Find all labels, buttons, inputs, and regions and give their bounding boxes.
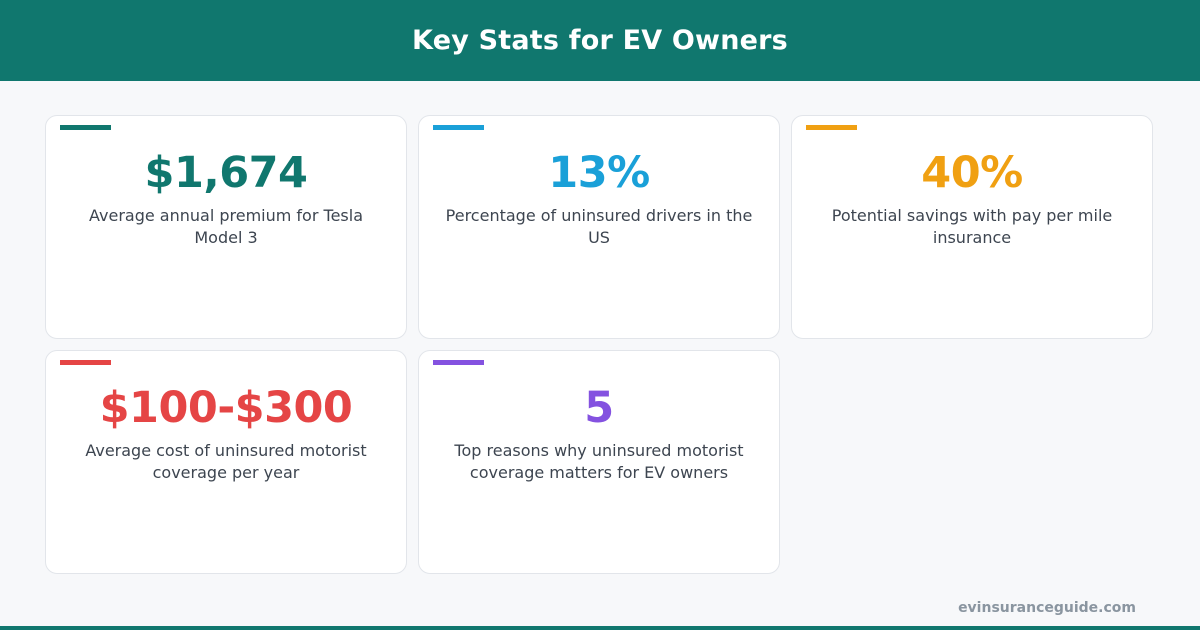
header-banner: Key Stats for EV Owners — [0, 0, 1200, 81]
card-accent-bar — [60, 125, 111, 130]
stat-description: Potential savings with pay per mile insu… — [831, 206, 1113, 247]
card-accent-bar — [60, 360, 111, 365]
stat-card: $100-$300 Average cost of uninsured moto… — [45, 350, 407, 574]
stat-description: Average cost of uninsured motorist cover… — [85, 441, 367, 482]
stat-card: 5 Top reasons why uninsured motorist cov… — [418, 350, 780, 574]
stat-value: 5 — [584, 383, 614, 433]
card-accent-bar — [433, 360, 484, 365]
stat-value: 13% — [548, 148, 650, 198]
bottom-accent-bar — [0, 626, 1200, 630]
stat-card: 13% Percentage of uninsured drivers in t… — [418, 115, 780, 339]
card-accent-bar — [433, 125, 484, 130]
stat-value: 40% — [921, 148, 1023, 198]
page-title: Key Stats for EV Owners — [412, 25, 788, 56]
stat-card: $1,674 Average annual premium for Tesla … — [45, 115, 407, 339]
stat-value: $1,674 — [144, 148, 308, 198]
stat-card: 40% Potential savings with pay per mile … — [791, 115, 1153, 339]
stat-description: Average annual premium for Tesla Model 3 — [89, 206, 363, 247]
stat-value: $100-$300 — [99, 383, 353, 433]
site-url: evinsuranceguide.com — [958, 600, 1136, 616]
stat-description: Top reasons why uninsured motorist cover… — [454, 441, 744, 482]
stat-description: Percentage of uninsured drivers in the U… — [445, 206, 753, 247]
card-accent-bar — [806, 125, 857, 130]
